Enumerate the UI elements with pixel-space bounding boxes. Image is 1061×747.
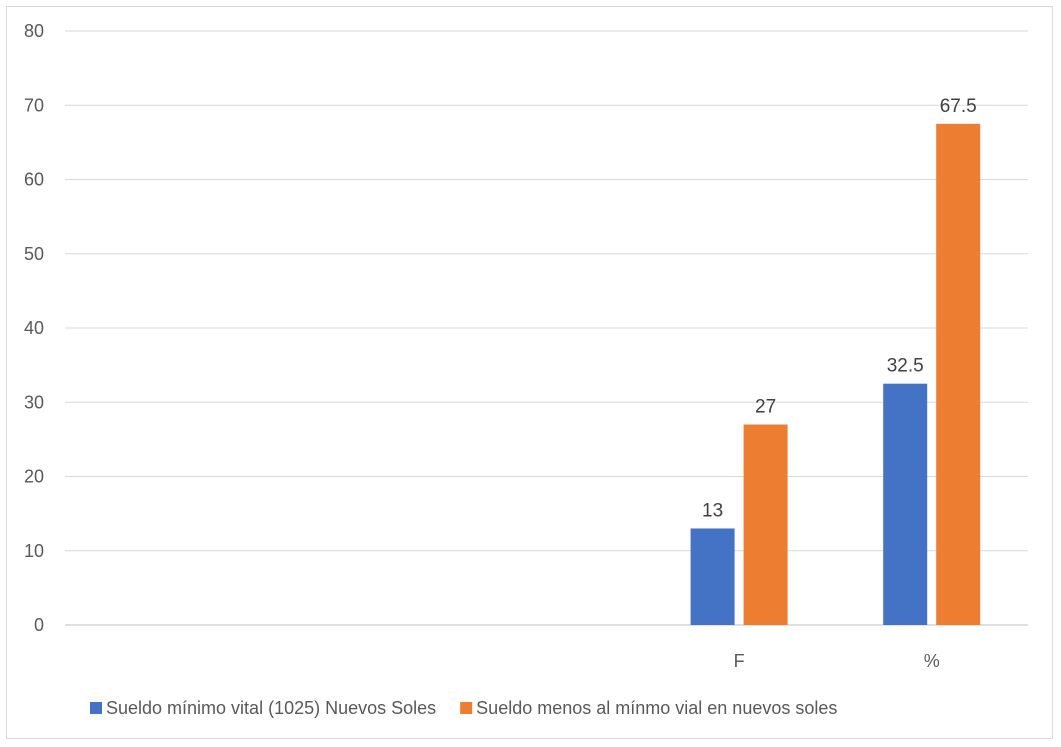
legend-label: Sueldo mínimo vital (1025) Nuevos Soles	[106, 698, 436, 718]
data-label: 32.5	[887, 356, 924, 377]
legend-swatch	[460, 702, 473, 714]
y-tick-label: 70	[24, 95, 44, 115]
y-tick-label: 60	[24, 170, 44, 190]
bars	[690, 123, 981, 625]
data-label: 67.5	[940, 96, 977, 117]
x-tick-label: %	[924, 651, 940, 671]
legend-label: Sueldo menos al mínmo vial en nuevos sol…	[476, 698, 837, 718]
bar	[690, 528, 735, 625]
x-tick-label: F	[734, 651, 745, 671]
y-tick-label: 80	[24, 21, 44, 41]
y-axis-ticks: 0 10 20 30 40 50 60 70 80	[24, 21, 44, 635]
legend: Sueldo mínimo vital (1025) Nuevos Soles S…	[90, 698, 837, 718]
chart-frame	[6, 6, 1053, 739]
y-tick-label: 0	[34, 615, 44, 635]
data-labels: 13 27 32.5 67.5	[702, 96, 977, 522]
data-label: 27	[755, 397, 776, 418]
x-axis-ticks: F%	[734, 651, 940, 671]
y-tick-label: 30	[24, 392, 44, 412]
y-tick-label: 40	[24, 318, 44, 338]
legend-swatch	[90, 702, 102, 714]
y-tick-label: 10	[24, 541, 44, 561]
gridlines	[65, 30, 1028, 626]
y-tick-label: 50	[24, 244, 44, 264]
data-label: 13	[702, 500, 723, 521]
bar	[936, 123, 981, 625]
bar	[743, 424, 788, 625]
y-tick-label: 20	[24, 467, 44, 487]
bar	[883, 383, 928, 625]
